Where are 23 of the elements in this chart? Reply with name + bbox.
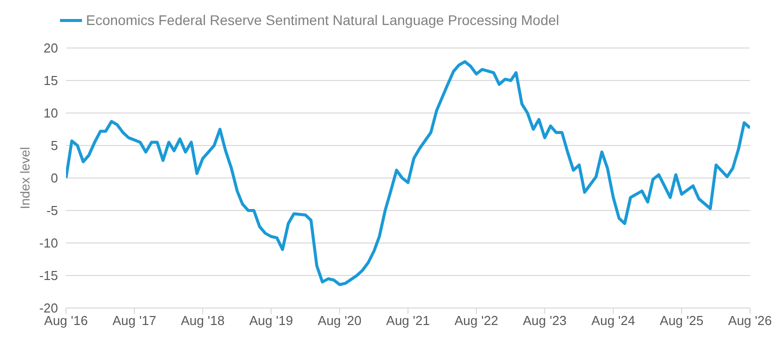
y-tick-label: -5 (46, 203, 58, 218)
x-tick-label: Aug '17 (112, 313, 156, 328)
y-axis-title: Index level (18, 146, 33, 210)
line-series (66, 60, 750, 286)
x-tick-label: Aug '20 (318, 313, 362, 328)
y-tick-label: 0 (50, 170, 58, 186)
x-tick-label: Aug '16 (44, 313, 88, 328)
x-tick-label: Aug '25 (660, 313, 704, 328)
x-tick-label: Aug '18 (180, 313, 225, 328)
x-tick-label: Aug '19 (249, 313, 293, 328)
y-tick-label: 20 (44, 40, 58, 56)
y-tick-label: -15 (39, 268, 58, 284)
x-tick-label: Aug '24 (591, 313, 636, 328)
y-tick-label: -10 (39, 236, 58, 251)
y-tick-label: 5 (50, 138, 58, 154)
legend-label: Economics Federal Reserve Sentiment Natural Language Processing Model (86, 12, 560, 28)
x-tick-label: Aug '23 (522, 313, 567, 328)
x-tick-label: Aug '21 (386, 313, 430, 328)
y-tick-label: -20 (39, 300, 58, 316)
x-tick-label: Aug '22 (454, 313, 498, 328)
x-tick-label: Aug '26 (728, 313, 772, 328)
y-tick-label: 15 (44, 73, 58, 88)
y-tick-label: 10 (44, 106, 58, 121)
